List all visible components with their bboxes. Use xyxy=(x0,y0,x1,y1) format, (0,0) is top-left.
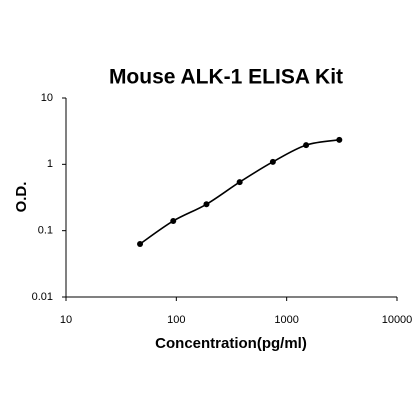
x-tick-label: 100 xyxy=(167,314,185,326)
data-point xyxy=(336,136,343,143)
y-axis-label: O.D. xyxy=(13,182,30,213)
data-point xyxy=(269,158,276,165)
x-tick-label: 10 xyxy=(60,314,72,326)
x-axis-label: Concentration(pg/ml) xyxy=(155,335,307,352)
x-tick-label: 10000 xyxy=(382,314,413,326)
data-point xyxy=(170,217,177,224)
x-tick-label: 1000 xyxy=(274,314,298,326)
data-point xyxy=(203,201,210,208)
chart-title: Mouse ALK-1 ELISA Kit xyxy=(109,66,343,89)
y-tick-label: 10 xyxy=(41,92,53,104)
y-tick-label: 1 xyxy=(47,158,53,170)
data-point xyxy=(236,179,243,186)
fit-curve xyxy=(139,139,340,245)
data-point xyxy=(137,240,144,247)
data-point xyxy=(303,142,310,149)
y-tick-label: 0.1 xyxy=(38,225,53,237)
y-tick-label: 0.01 xyxy=(32,291,53,303)
